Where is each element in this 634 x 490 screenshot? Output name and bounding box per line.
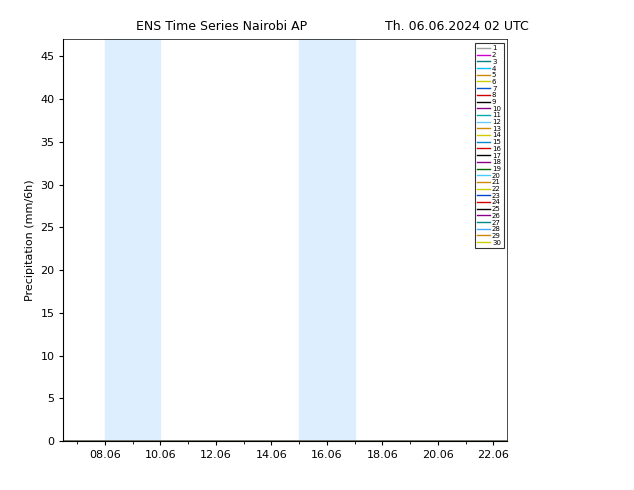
Text: ENS Time Series Nairobi AP: ENS Time Series Nairobi AP bbox=[136, 20, 307, 33]
Text: Th. 06.06.2024 02 UTC: Th. 06.06.2024 02 UTC bbox=[385, 20, 528, 33]
Bar bbox=[299, 39, 354, 441]
Bar bbox=[105, 39, 160, 441]
Legend: 1, 2, 3, 4, 5, 6, 7, 8, 9, 10, 11, 12, 13, 14, 15, 16, 17, 18, 19, 20, 21, 22, 2: 1, 2, 3, 4, 5, 6, 7, 8, 9, 10, 11, 12, 1… bbox=[475, 43, 504, 248]
Y-axis label: Precipitation (mm/6h): Precipitation (mm/6h) bbox=[25, 179, 35, 301]
